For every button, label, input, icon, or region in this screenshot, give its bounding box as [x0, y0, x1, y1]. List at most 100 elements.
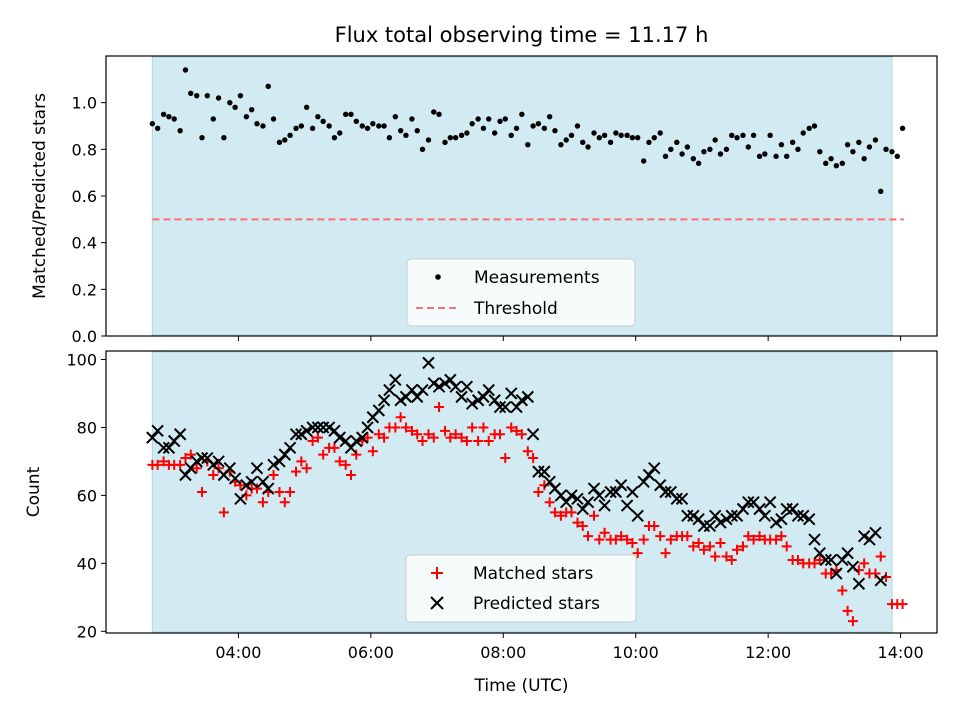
top-legend: Measurements Threshold — [406, 258, 636, 327]
matched-star-point — [400, 422, 411, 433]
measurement-point — [651, 134, 657, 141]
bottom-y-tick-label: 20 — [77, 622, 97, 641]
predicted-star-point — [372, 404, 386, 417]
predicted-star-point — [587, 482, 601, 495]
matched-star-point — [522, 446, 533, 457]
predicted-star-point — [278, 448, 291, 461]
matched-star-point — [434, 402, 445, 413]
measurement-point — [436, 111, 442, 118]
matched-star-point — [506, 422, 517, 433]
matched-star-point — [572, 517, 583, 528]
matched-star-point — [710, 551, 721, 562]
predicted-star-point — [289, 428, 303, 441]
measurement-point — [878, 188, 884, 195]
measurement-point — [894, 153, 900, 160]
matched-star-point — [395, 412, 406, 423]
measurement-point — [856, 139, 862, 146]
predicted-star-point — [846, 560, 860, 573]
measurement-point — [409, 116, 415, 122]
predicted-star-point — [708, 509, 722, 522]
measurement-point — [293, 125, 299, 132]
measurement-point — [265, 83, 271, 90]
measurement-point — [734, 134, 740, 141]
legend-predicted-marker — [430, 596, 444, 610]
predicted-star-point — [758, 509, 772, 522]
measurement-point — [326, 123, 332, 129]
predicted-star-point — [521, 390, 534, 404]
bottom-y-tick-label: 80 — [77, 418, 97, 437]
predicted-star-point — [714, 516, 727, 529]
measurement-point — [464, 130, 470, 136]
predicted-star-point — [581, 495, 595, 509]
matched-star-point — [456, 432, 467, 443]
measurement-point — [331, 134, 338, 141]
bottom-legend: Matched stars Predicted stars — [405, 554, 637, 623]
predicted-star-point — [505, 387, 518, 400]
matched-star-point — [776, 531, 787, 542]
predicted-star-point — [146, 431, 159, 444]
predicted-star-point — [411, 390, 424, 404]
predicted-star-point — [869, 526, 882, 539]
measurement-point — [425, 137, 432, 143]
matched-star-point — [296, 456, 307, 467]
predicted-star-point — [405, 383, 419, 397]
measurement-point — [525, 141, 531, 148]
predicted-star-point — [377, 394, 391, 407]
measurement-point — [237, 92, 244, 99]
matched-star-point — [440, 425, 451, 436]
measurement-point — [447, 134, 454, 141]
predicted-star-point — [339, 434, 352, 448]
predicted-star-point — [223, 462, 237, 475]
predicted-star-point — [311, 421, 325, 434]
matched-star-point — [351, 449, 362, 460]
matched-star-point — [373, 429, 384, 440]
predicted-star-point — [874, 574, 887, 587]
predicted-star-point — [228, 472, 242, 485]
matched-star-point — [704, 541, 715, 552]
matched-star-point — [268, 470, 279, 481]
measurement-point — [773, 153, 779, 160]
x-axis-label: Time (UTC) — [474, 676, 569, 696]
matched-star-point — [301, 463, 312, 474]
predicted-star-point — [416, 383, 429, 397]
matched-star-point — [445, 432, 456, 443]
predicted-star-point — [791, 509, 805, 522]
predicted-star-point — [631, 509, 644, 522]
predicted-star-point — [195, 451, 209, 465]
matched-star-point — [638, 534, 649, 545]
predicted-star-point — [306, 421, 319, 434]
matched-star-point — [859, 558, 870, 569]
measurement-point — [811, 123, 818, 129]
measurement-point — [320, 118, 326, 125]
measurement-point — [646, 139, 652, 146]
measurement-point — [662, 153, 669, 160]
predicted-star-point — [830, 567, 843, 580]
matched-star-point — [627, 537, 638, 548]
matched-star-point — [693, 537, 704, 548]
matched-star-point — [467, 422, 478, 433]
predicted-star-point — [245, 475, 258, 489]
predicted-star-point — [654, 478, 667, 492]
measurement-point — [254, 120, 260, 127]
matched-star-point — [583, 531, 594, 542]
matched-star-point — [814, 554, 825, 565]
predicted-star-point — [499, 400, 512, 414]
predicted-star-point — [526, 428, 540, 441]
measurement-point — [823, 160, 829, 167]
measurement-point — [414, 127, 420, 134]
measurement-point — [591, 130, 597, 136]
matched-star-point — [406, 425, 417, 436]
measurement-point — [188, 90, 194, 97]
measurement-point — [497, 118, 503, 125]
measurement-point — [392, 113, 399, 120]
predicted-star-point — [510, 400, 523, 414]
measurement-point — [442, 139, 448, 146]
predicted-star-point — [571, 492, 584, 506]
measurement-point — [452, 134, 459, 141]
measurement-point — [282, 137, 288, 143]
measurement-point — [215, 95, 222, 101]
measurement-point — [535, 120, 542, 127]
measurement-point — [337, 130, 343, 136]
predicted-star-point — [824, 553, 838, 567]
predicted-star-point — [598, 499, 611, 512]
